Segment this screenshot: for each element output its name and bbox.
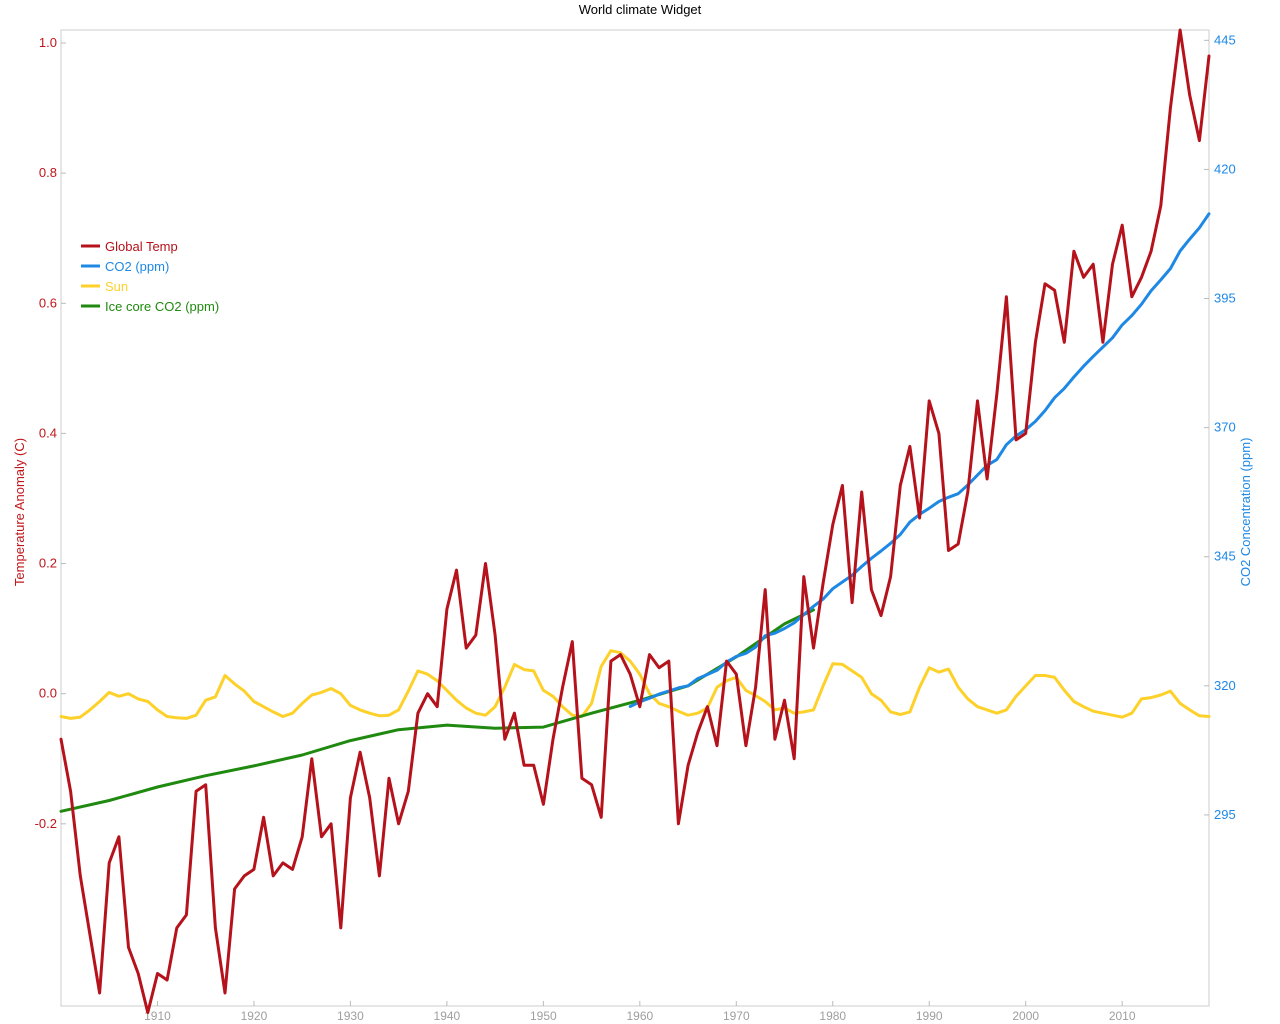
series-line-co2-ppm: [628, 212, 1211, 708]
x-tick-label: 1960: [626, 1009, 653, 1023]
x-tick-label: 1980: [819, 1009, 846, 1023]
x-tick-label: 1990: [916, 1009, 943, 1023]
right-y-axis: 295 320 345 370 395 420 445: [1204, 32, 1236, 822]
right-tick-label: 395: [1214, 291, 1236, 306]
right-tick-label: 445: [1214, 32, 1236, 47]
x-tick-label: 2010: [1109, 1009, 1136, 1023]
right-tick-label: 420: [1214, 161, 1236, 176]
right-tick-label: 370: [1214, 420, 1236, 435]
left-tick-label: 0.6: [39, 295, 57, 310]
x-tick-label: 1940: [434, 1009, 461, 1023]
left-tick-label: 1.0: [39, 35, 57, 50]
x-axis: 1910 1920 1930 1940 1950 1960 1970 1980 1990 2000…: [144, 1001, 1136, 1023]
legend-label: Ice core CO2 (ppm): [105, 299, 219, 314]
legend-label: Sun: [105, 279, 128, 294]
left-y-axis: -0.2 0.0 0.2 0.4 0.6 0.8 1.0: [35, 35, 66, 831]
right-tick-label: 295: [1214, 807, 1236, 822]
legend-label: Global Temp: [105, 239, 178, 254]
plot-area-frame: [60, 29, 1210, 1007]
series-lines: [59, 28, 1211, 1014]
x-tick-label: 1920: [241, 1009, 268, 1023]
left-tick-label: -0.2: [35, 816, 57, 831]
x-tick-label: 1970: [723, 1009, 750, 1023]
right-tick-label: 320: [1214, 678, 1236, 693]
x-tick-label: 1950: [530, 1009, 557, 1023]
right-axis-label: CO2 Concentration (ppm): [1238, 438, 1253, 587]
legend-label: CO2 (ppm): [105, 259, 169, 274]
left-tick-label: 0.2: [39, 556, 57, 571]
left-tick-label: 0.4: [39, 425, 57, 440]
x-tick-label: 1930: [337, 1009, 364, 1023]
chart-title: World climate Widget: [579, 2, 702, 17]
left-axis-label: Temperature Anomaly (C): [12, 438, 27, 586]
left-tick-label: 0.0: [39, 686, 57, 701]
x-tick-label: 2000: [1012, 1009, 1039, 1023]
right-tick-label: 345: [1214, 549, 1236, 564]
series-line-sun: [59, 649, 1211, 720]
left-tick-label: 0.8: [39, 165, 57, 180]
series-line-global-temp: [59, 28, 1211, 1014]
legend: Global Temp CO2 (ppm) Sun Ice core CO2 (ppm…: [81, 239, 219, 314]
x-tick-label: 1910: [144, 1009, 171, 1023]
